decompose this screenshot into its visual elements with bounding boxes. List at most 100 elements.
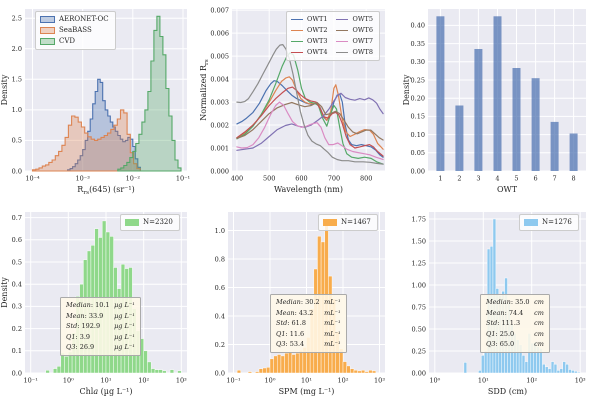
series-SeaBASS — [31, 109, 141, 172]
svg-text:10⁻²: 10⁻² — [126, 175, 141, 183]
series-CVD — [117, 15, 182, 172]
svg-text:2: 2 — [457, 175, 461, 183]
svg-text:0.6: 0.6 — [215, 284, 225, 292]
svg-text:10¹: 10¹ — [301, 377, 312, 385]
x-axis-label: Wavelength (nm) — [274, 185, 343, 194]
svg-text:7: 7 — [553, 175, 557, 183]
legend-label: OWT1 — [307, 15, 328, 23]
svg-text:1.00: 1.00 — [412, 281, 426, 289]
series-owt-bars — [436, 16, 578, 171]
svg-text:1: 1 — [438, 175, 442, 183]
tick-labels: 10⁰ 10¹ 10² 10³ 0.00 0.25 0.50 0.75 1.00 1.25 1.50… — [412, 215, 587, 384]
legend: N=1276 — [519, 214, 579, 231]
svg-text:0.75: 0.75 — [412, 303, 426, 311]
legend-label: OWT5 — [352, 15, 373, 23]
legend-item: CVD — [40, 36, 109, 47]
series-OWT7 — [236, 101, 384, 161]
stats-line: Mean: 43.2 mL⁻¹ — [276, 308, 341, 317]
svg-text:10⁰: 10⁰ — [265, 377, 276, 385]
subplot-chla-hist: 10⁻¹ 10⁰ 10¹ 10² 10³ 0.0 0.1 0.2 0.3 0.4 0.5 0.6 0.7… — [0, 202, 200, 405]
legend-label: OWT2 — [307, 26, 328, 34]
subplot-owt-spectra: 400 500 600 700 800 0.000 0.001 0.002 0.003 0.004… — [200, 0, 400, 202]
owt-frequency-bar-canvas: 1 2 3 4 5 6 7 8 0.00 0.05 0.10 0.15 0.20 0.25 0.30 0.35… — [402, 9, 586, 194]
legend-swatch-icon — [336, 19, 349, 20]
svg-text:10³: 10³ — [374, 377, 385, 385]
stats-box: Median: 10.1 µg L⁻¹ Mean: 33.9 µg L⁻¹ Std:… — [60, 297, 141, 356]
series-OWT5 — [236, 92, 384, 151]
svg-text:2.0: 2.0 — [12, 45, 22, 53]
svg-text:0.35: 0.35 — [411, 40, 425, 48]
subplot-sdd-hist: 10⁰ 10¹ 10² 10³ 0.00 0.25 0.50 0.75 1.00 1.25 1.50… — [400, 202, 600, 405]
svg-text:0.20: 0.20 — [411, 95, 425, 103]
subplot-spm-hist: 10⁻¹ 10⁰ 10¹ 10² 10³ 0.0 0.2 0.4 0.6 0.8 1.0 SPM (m… — [200, 202, 400, 405]
legend-swatch-icon — [125, 219, 139, 226]
stats-line: Std: 61.8 mL⁻¹ — [276, 319, 341, 328]
svg-text:0.000: 0.000 — [210, 167, 229, 175]
svg-text:0.0: 0.0 — [12, 369, 22, 377]
stats-line: Q1: 3.9 µg L⁻¹ — [66, 332, 135, 341]
stats-line: Median: 10.1 µg L⁻¹ — [66, 301, 135, 309]
svg-text:0.4: 0.4 — [215, 312, 225, 320]
svg-text:1.0: 1.0 — [215, 227, 225, 235]
legend-item: OWT7 — [336, 36, 373, 47]
legend-item: OWT6 — [336, 25, 373, 36]
svg-text:0.00: 0.00 — [411, 167, 425, 175]
stats-line: Std: 111.3 cm — [486, 319, 544, 328]
legend-label: OWT4 — [307, 48, 328, 56]
svg-text:10³: 10³ — [575, 377, 586, 385]
stats-box: Median: 35.0 cm Mean: 74.4 cm Std: 111.3 c… — [480, 294, 550, 353]
svg-text:0.007: 0.007 — [210, 6, 229, 14]
svg-text:1.50: 1.50 — [412, 237, 426, 245]
legend-label: OWT8 — [352, 48, 373, 56]
svg-text:4: 4 — [495, 175, 499, 183]
series-OWT4 — [236, 86, 384, 157]
svg-text:0.25: 0.25 — [411, 76, 425, 84]
legend-label: OWT3 — [307, 37, 328, 45]
svg-text:10¹: 10¹ — [101, 377, 112, 385]
svg-text:0.15: 0.15 — [411, 113, 425, 121]
legend: N=2320 — [120, 214, 180, 231]
legend-swatch-icon — [291, 52, 303, 53]
legend-item: N=1467 — [323, 217, 371, 228]
x-axis-label: Rrs(645) (sr⁻¹) — [77, 185, 134, 196]
tick-labels: 10⁻¹ 10⁰ 10¹ 10² 10³ 0.0 0.2 0.4 0.6 0.8 1.0 — [215, 227, 386, 385]
svg-text:8: 8 — [572, 175, 576, 183]
legend-item: OWT8 — [336, 47, 373, 58]
x-axis-label: SDD (cm) — [488, 387, 527, 396]
legend-label: N=2320 — [143, 218, 173, 226]
svg-text:0.0: 0.0 — [215, 369, 225, 377]
svg-text:1.0: 1.0 — [12, 106, 22, 114]
svg-text:10²: 10² — [338, 377, 349, 385]
legend-swatch-icon — [524, 219, 538, 226]
svg-text:0.2: 0.2 — [12, 325, 22, 333]
legend-swatch-icon — [40, 27, 55, 34]
svg-text:0.5: 0.5 — [12, 258, 22, 266]
legend: AERONET-OC SeaBASS CVD — [35, 11, 116, 50]
legend-label: SeaBASS — [59, 26, 92, 34]
legend-label: AERONET-OC — [59, 15, 109, 23]
tick-labels: 400 500 600 700 800 0.000 0.001 0.002 0.003 0.004… — [210, 6, 372, 182]
svg-text:0.0: 0.0 — [12, 167, 22, 175]
legend-swatch-icon — [291, 30, 303, 31]
stats-box: Median: 30.2 mL⁻¹ Mean: 43.2 mL⁻¹ Std: 61.… — [270, 294, 347, 353]
svg-text:0.7: 0.7 — [12, 214, 22, 222]
y-axis-label: Density — [0, 74, 9, 105]
y-axis-label: Density — [0, 277, 9, 308]
svg-text:0.006: 0.006 — [210, 29, 229, 37]
legend-item: N=2320 — [125, 217, 173, 228]
svg-text:0.40: 0.40 — [411, 22, 425, 30]
svg-text:700: 700 — [328, 175, 340, 183]
legend-swatch-icon — [336, 30, 349, 31]
stats-line: Q3: 26.9 µg L⁻¹ — [66, 343, 135, 352]
svg-text:10⁻¹: 10⁻¹ — [176, 175, 191, 183]
stats-line: Std: 192.9 µg L⁻¹ — [66, 322, 135, 331]
svg-text:0.003: 0.003 — [210, 98, 229, 106]
legend-item: AERONET-OC — [40, 14, 109, 25]
svg-text:0.001: 0.001 — [210, 144, 229, 152]
stats-line: Q3: 65.0 cm — [486, 340, 544, 349]
svg-text:6: 6 — [534, 175, 538, 183]
svg-text:0.30: 0.30 — [411, 58, 425, 66]
svg-text:500: 500 — [263, 175, 275, 183]
svg-text:600: 600 — [295, 175, 307, 183]
